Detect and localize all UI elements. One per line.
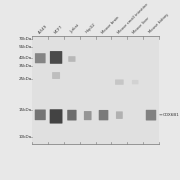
FancyBboxPatch shape bbox=[146, 110, 156, 120]
Text: Mouse kidney: Mouse kidney bbox=[148, 13, 170, 34]
Text: 70kDa: 70kDa bbox=[18, 37, 32, 40]
Text: 55kDa: 55kDa bbox=[18, 45, 32, 49]
FancyBboxPatch shape bbox=[50, 109, 62, 123]
FancyBboxPatch shape bbox=[52, 72, 60, 79]
Text: MCF7: MCF7 bbox=[53, 24, 63, 34]
Text: Mouse liver: Mouse liver bbox=[132, 16, 151, 34]
Text: Mouse brain: Mouse brain bbox=[101, 15, 120, 34]
Text: 10kDa: 10kDa bbox=[18, 135, 32, 139]
Text: 15kDa: 15kDa bbox=[18, 108, 32, 112]
FancyBboxPatch shape bbox=[68, 56, 76, 62]
Text: 40kDa: 40kDa bbox=[18, 56, 32, 60]
Text: COX6B1: COX6B1 bbox=[163, 113, 179, 117]
Text: 35kDa: 35kDa bbox=[18, 64, 32, 68]
FancyBboxPatch shape bbox=[99, 110, 108, 120]
FancyBboxPatch shape bbox=[50, 51, 62, 64]
FancyBboxPatch shape bbox=[132, 80, 138, 84]
FancyBboxPatch shape bbox=[67, 110, 76, 120]
FancyBboxPatch shape bbox=[35, 109, 46, 120]
FancyBboxPatch shape bbox=[35, 53, 46, 63]
Text: Mouse small intestine: Mouse small intestine bbox=[116, 2, 149, 34]
Text: A-549: A-549 bbox=[37, 24, 48, 34]
FancyBboxPatch shape bbox=[84, 111, 92, 120]
FancyBboxPatch shape bbox=[116, 111, 123, 119]
Text: Jurkat: Jurkat bbox=[69, 24, 80, 34]
FancyBboxPatch shape bbox=[32, 36, 159, 144]
Text: 25kDa: 25kDa bbox=[18, 77, 32, 82]
FancyBboxPatch shape bbox=[115, 79, 124, 85]
Text: HepG2: HepG2 bbox=[85, 22, 97, 34]
